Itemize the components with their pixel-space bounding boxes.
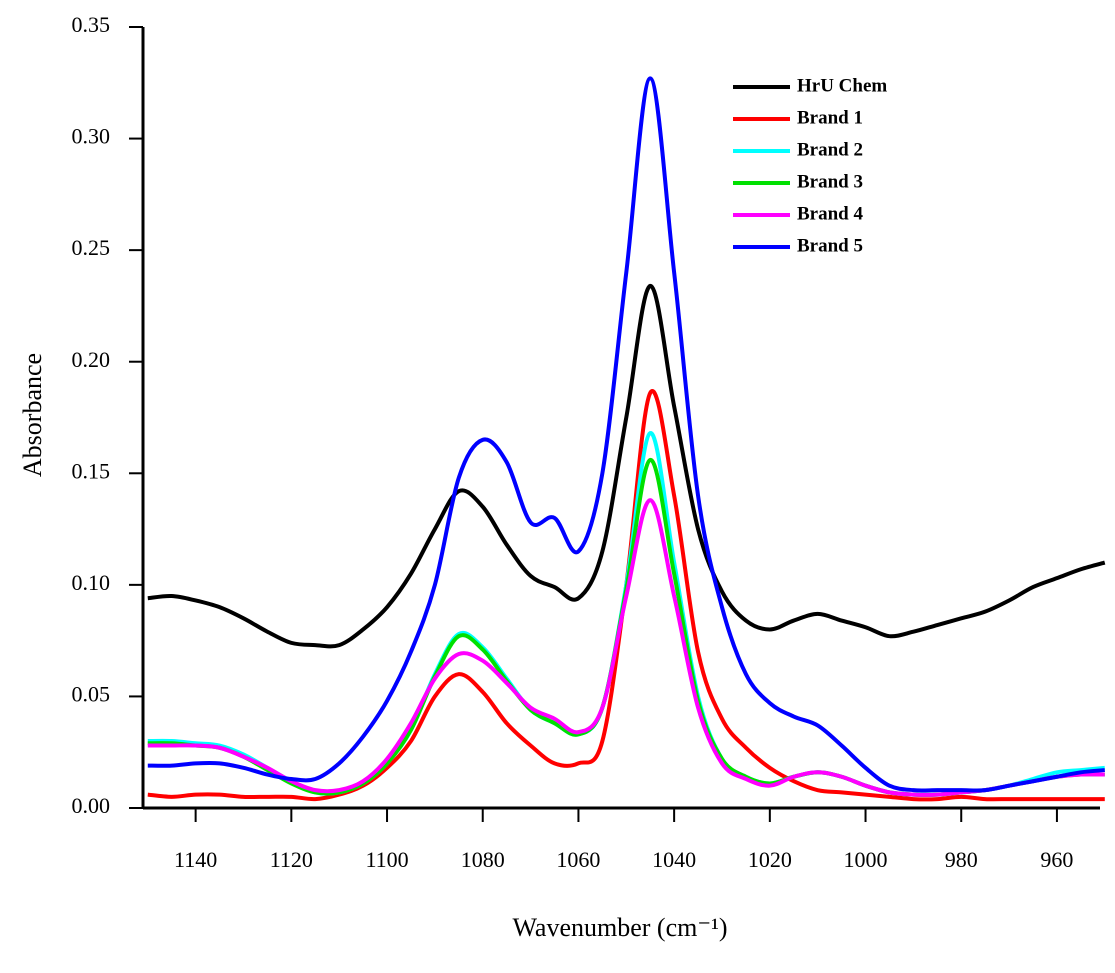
y-tick-label: 0.10 <box>72 570 111 595</box>
x-tick-label: 1140 <box>174 847 217 872</box>
legend-label: Brand 2 <box>797 139 863 160</box>
x-tick-label: 980 <box>945 847 978 872</box>
y-tick-label: 0.30 <box>72 124 111 149</box>
legend-label: HrU Chem <box>797 75 887 96</box>
x-tick-label: 1040 <box>652 847 696 872</box>
legend-label: Brand 5 <box>797 235 863 256</box>
x-tick-label: 1020 <box>748 847 792 872</box>
x-tick-label: 1060 <box>556 847 600 872</box>
series-line <box>147 76 1105 793</box>
series-line <box>147 431 1105 797</box>
y-tick-label: 0.25 <box>72 235 111 260</box>
x-tick-label: 1080 <box>461 847 505 872</box>
x-tick-label: 1120 <box>270 847 313 872</box>
series-line <box>147 498 1105 797</box>
y-tick-label: 0.20 <box>72 347 111 372</box>
y-tick-label: 0.35 <box>72 12 111 37</box>
x-tick-label: 1100 <box>365 847 408 872</box>
series-line <box>147 283 1106 649</box>
x-tick-label: 960 <box>1040 847 1073 872</box>
y-tick-label: 0.00 <box>72 793 111 818</box>
y-tick-label: 0.05 <box>72 681 111 706</box>
x-axis-label: Wavenumber (cm⁻¹) <box>512 913 727 942</box>
y-axis-label: Absorbance <box>18 353 47 477</box>
y-tick-label: 0.15 <box>72 458 111 483</box>
legend-label: Brand 3 <box>797 171 863 192</box>
legend-label: Brand 1 <box>797 107 863 128</box>
series-line <box>147 457 1105 797</box>
legend-label: Brand 4 <box>797 203 863 224</box>
x-tick-label: 1000 <box>844 847 888 872</box>
